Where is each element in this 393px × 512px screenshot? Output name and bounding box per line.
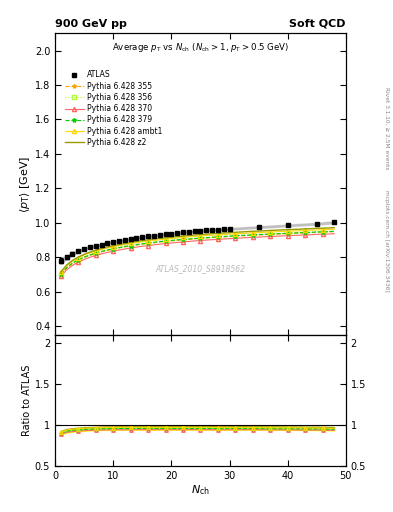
X-axis label: $N_{\rm ch}$: $N_{\rm ch}$ xyxy=(191,483,210,497)
Y-axis label: Ratio to ATLAS: Ratio to ATLAS xyxy=(22,365,32,436)
Y-axis label: $\langle p_{\rm T}\rangle$ [GeV]: $\langle p_{\rm T}\rangle$ [GeV] xyxy=(18,156,32,212)
Text: mcplots.cern.ch [arXiv:1306.3436]: mcplots.cern.ch [arXiv:1306.3436] xyxy=(384,190,389,291)
Text: Average $p_{\rm T}$ vs $N_{\rm ch}$ ($N_{\rm ch}>1$, $p_{\rm T}>0.5$ GeV): Average $p_{\rm T}$ vs $N_{\rm ch}$ ($N_… xyxy=(112,41,289,54)
Text: 900 GeV pp: 900 GeV pp xyxy=(55,19,127,29)
Text: Rivet 3.1.10, ≥ 2.5M events: Rivet 3.1.10, ≥ 2.5M events xyxy=(384,87,389,169)
Legend: ATLAS, Pythia 6.428 355, Pythia 6.428 356, Pythia 6.428 370, Pythia 6.428 379, P: ATLAS, Pythia 6.428 355, Pythia 6.428 35… xyxy=(62,67,165,150)
Text: Soft QCD: Soft QCD xyxy=(289,19,346,29)
Text: ATLAS_2010_S8918562: ATLAS_2010_S8918562 xyxy=(155,264,246,273)
